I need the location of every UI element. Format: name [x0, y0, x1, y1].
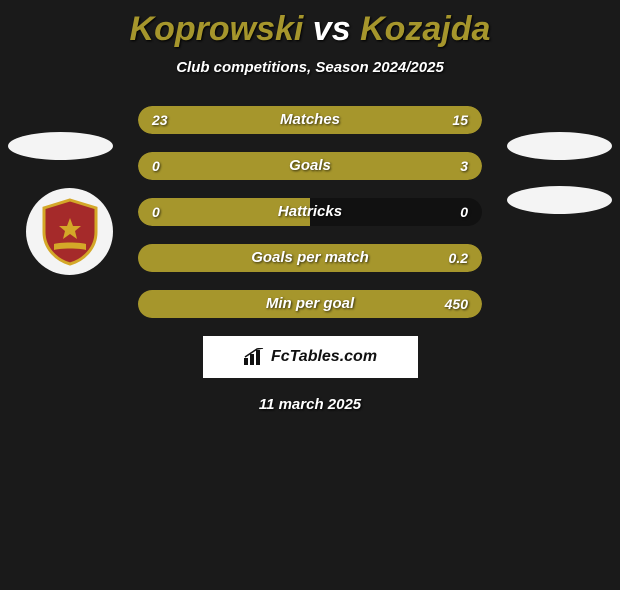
title-vs: vs: [303, 10, 360, 48]
stat-row: 0Goals3: [138, 152, 482, 180]
stat-row: Min per goal450: [138, 290, 482, 318]
stat-value-right: 3: [460, 152, 468, 180]
stats-container: 23Matches150Goals30Hattricks0Goals per m…: [138, 106, 482, 318]
stat-value-right: 450: [445, 290, 468, 318]
stat-label: Min per goal: [138, 290, 482, 318]
club-crest: [26, 188, 113, 275]
stat-value-right: 0: [460, 198, 468, 226]
stat-row: 0Hattricks0: [138, 198, 482, 226]
date-label: 11 march 2025: [0, 396, 620, 413]
subtitle: Club competitions, Season 2024/2025: [0, 59, 620, 76]
stat-label: Matches: [138, 106, 482, 134]
placeholder-oval-right-2: [507, 186, 612, 214]
stat-value-right: 15: [452, 106, 468, 134]
brand-label: FcTables.com: [271, 348, 377, 366]
stat-label: Goals per match: [138, 244, 482, 272]
stat-label: Hattricks: [138, 198, 482, 226]
stat-label: Goals: [138, 152, 482, 180]
placeholder-oval-left: [8, 132, 113, 160]
club-crest-icon: [40, 198, 100, 266]
title-left: Koprowski: [130, 10, 304, 48]
chart-icon: [243, 348, 265, 366]
stat-row: 23Matches15: [138, 106, 482, 134]
placeholder-oval-right-1: [507, 132, 612, 160]
page-title: Koprowski vs Kozajda: [0, 10, 620, 49]
title-right: Kozajda: [360, 10, 490, 48]
brand-attribution[interactable]: FcTables.com: [203, 336, 418, 378]
stat-value-right: 0.2: [449, 244, 468, 272]
stat-row: Goals per match0.2: [138, 244, 482, 272]
